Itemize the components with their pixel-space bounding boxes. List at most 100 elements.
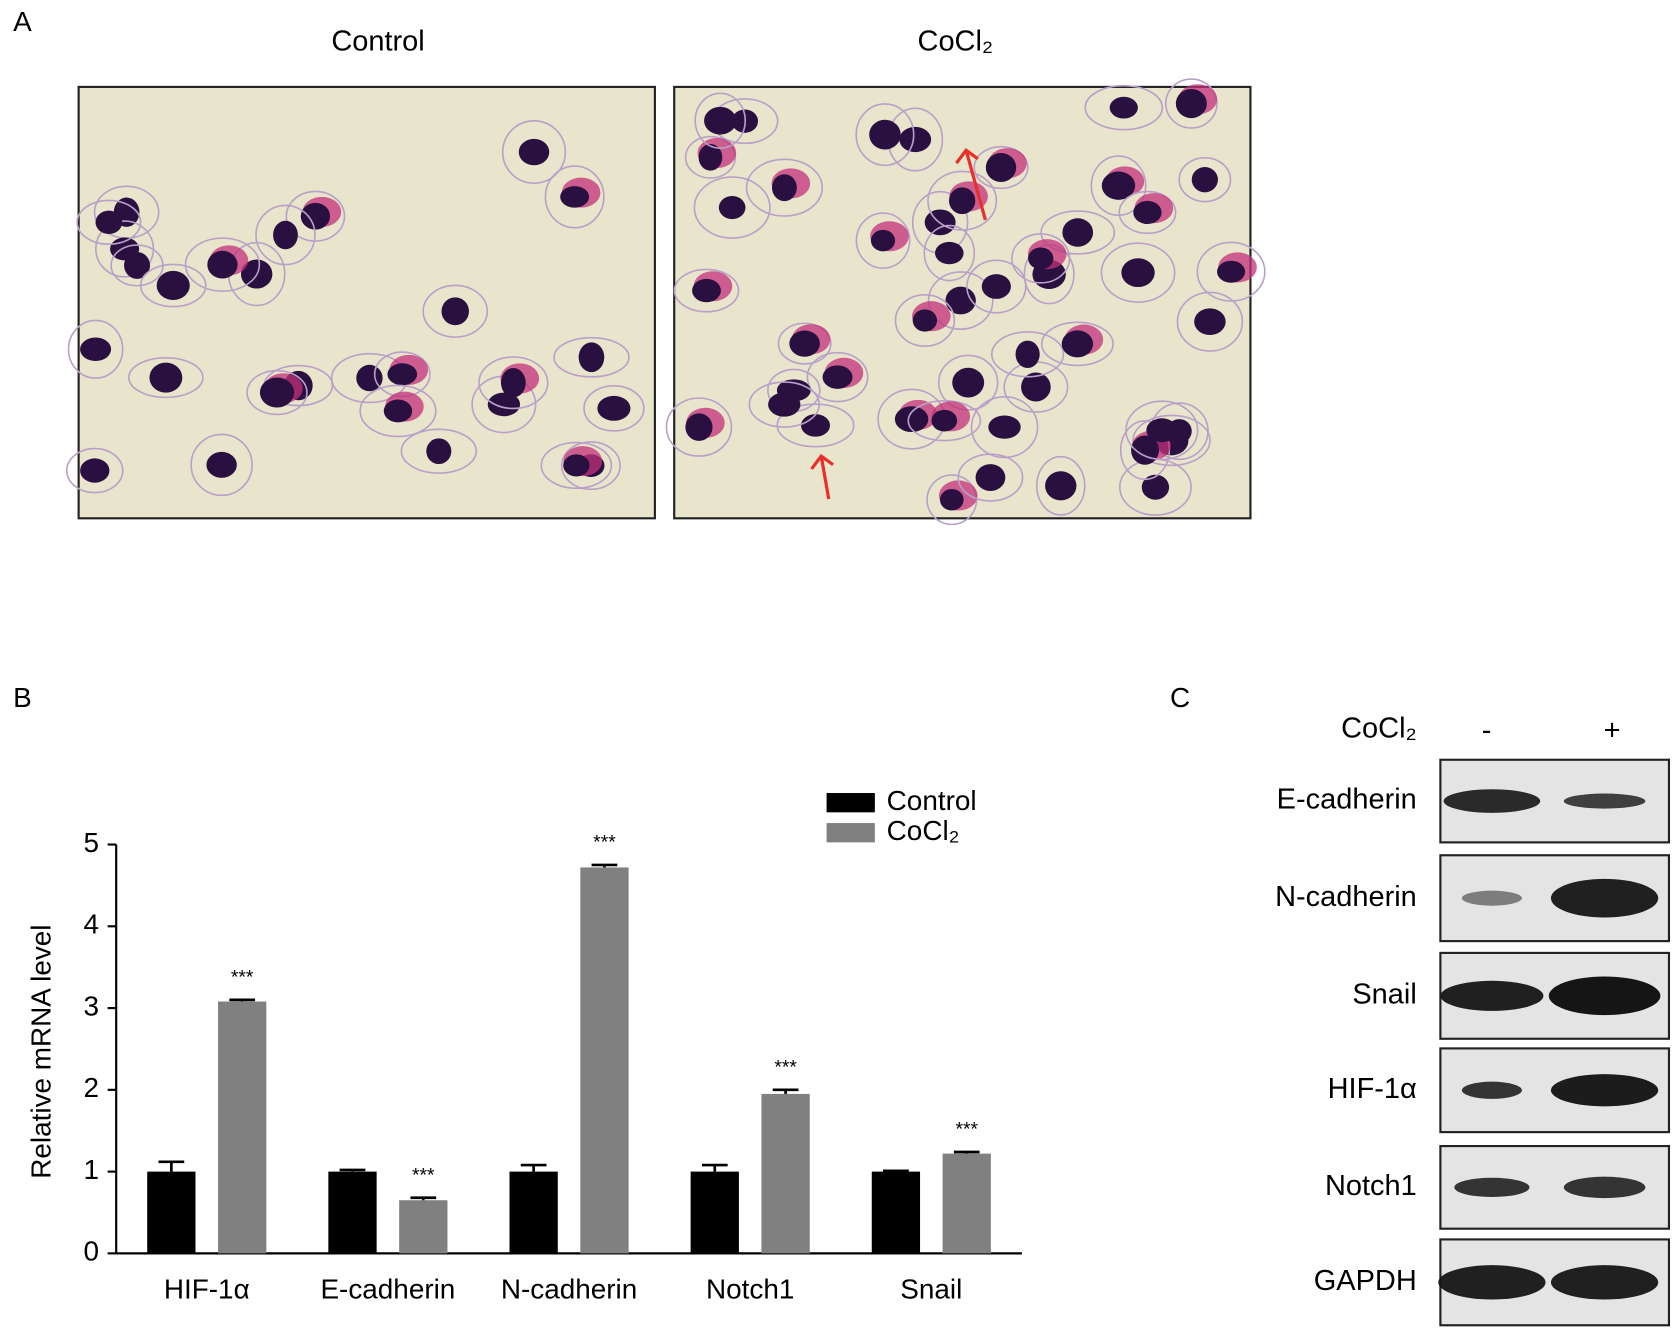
nucleus [387, 363, 418, 386]
cell-body [190, 433, 253, 497]
cell-body [970, 396, 1039, 459]
nucleus [124, 251, 151, 279]
bar [218, 1001, 267, 1254]
nucleus [771, 174, 797, 202]
y-tick-label: 5 [84, 827, 100, 858]
nucleus [487, 392, 521, 417]
nucleus [259, 377, 295, 408]
nucleus [518, 138, 550, 166]
nucleus [426, 438, 452, 465]
y-tick-label: 0 [84, 1236, 100, 1267]
blot-band [1461, 1081, 1522, 1099]
nucleus [800, 414, 831, 437]
arrow-head [955, 147, 979, 165]
nucleus [149, 362, 183, 393]
y-axis-label: Relative mRNA level [26, 925, 57, 1179]
western-blot: E-cadherin N-cadherin Snail HIF-1α Notch1 GAP… [1275, 758, 1671, 1327]
nucleus [822, 365, 853, 389]
significance: *** [593, 833, 616, 854]
nucleus [1175, 88, 1207, 119]
nucleus [95, 210, 123, 235]
blot-band [1443, 789, 1541, 813]
cell-body [1178, 156, 1232, 203]
nucleus [975, 464, 1006, 492]
nucleus [597, 395, 631, 421]
error-bar [158, 1160, 185, 1172]
protein-label: GAPDH [1314, 1265, 1417, 1297]
protein-label: N-cadherin [1275, 881, 1417, 913]
cell-body [745, 158, 824, 217]
cell-body [422, 284, 489, 338]
cell-body [478, 356, 549, 410]
cell-body [560, 441, 621, 491]
nucleus [939, 488, 964, 511]
micrographs [66, 78, 1266, 526]
bar-chart: 0 1 2 3 4 5 HIF-1α *** E-cadherin *** N-cadherin **… [84, 785, 1022, 1304]
nucleus [698, 143, 723, 171]
bar [580, 867, 629, 1254]
cell-body [1084, 84, 1164, 131]
significance: *** [955, 1120, 978, 1141]
cell-body [1176, 291, 1244, 352]
blot-band [1440, 980, 1544, 1011]
nucleus [952, 367, 985, 398]
cell-body [583, 385, 645, 432]
cell-body [1040, 210, 1116, 255]
nucleus [1109, 96, 1138, 119]
treatment-label: CoCl₂ [1341, 712, 1417, 744]
y-tick-label: 3 [84, 990, 100, 1021]
cell-body [359, 384, 437, 438]
y-tick-label: 4 [84, 909, 100, 940]
cell-body [748, 381, 821, 428]
nucleus [789, 330, 820, 357]
protein-label: HIF-1α [1328, 1073, 1417, 1105]
x-tick-label: Notch1 [706, 1273, 794, 1304]
cell-body [1090, 155, 1147, 217]
error-bar [701, 1163, 728, 1172]
cell-body [693, 176, 771, 239]
nucleus [1028, 247, 1054, 270]
cell-body [255, 204, 316, 266]
cell-body [923, 224, 976, 282]
cell-body [1132, 414, 1211, 467]
x-tick-label: N-cadherin [501, 1273, 637, 1304]
nucleus [1061, 330, 1094, 358]
cell-body [973, 145, 1029, 190]
nucleus [1131, 435, 1159, 465]
cell-body [855, 103, 915, 167]
x-tick-label: HIF-1α [164, 1273, 250, 1304]
nucleus [685, 413, 713, 441]
cell-body [927, 271, 994, 330]
nucleus [869, 119, 901, 150]
protein-label: Snail [1352, 978, 1416, 1010]
significance: *** [231, 968, 254, 989]
nucleus [981, 274, 1011, 299]
arrow [964, 149, 987, 221]
y-tick-label: 1 [84, 1154, 100, 1185]
cell-body [855, 212, 911, 269]
nucleus [1217, 260, 1246, 283]
bar [761, 1093, 810, 1254]
cell-body [139, 263, 207, 308]
protein-label: E-cadherin [1277, 784, 1417, 816]
cell-body [540, 441, 613, 490]
cell-body [776, 403, 855, 448]
nucleus [948, 187, 976, 215]
cell-body [957, 453, 1024, 502]
micrograph [77, 85, 656, 520]
cell-body [1164, 78, 1218, 129]
cell-body [907, 399, 982, 442]
arrow-head [810, 453, 834, 470]
bar [942, 1153, 991, 1254]
nucleus [206, 451, 237, 478]
y-tick-label: 2 [84, 1072, 100, 1103]
bar [147, 1171, 196, 1254]
nucleus [931, 409, 958, 432]
nucleus [1021, 372, 1051, 402]
cell-body [673, 268, 740, 313]
nucleus [300, 202, 331, 230]
legend-swatch [826, 823, 875, 843]
blot-band [1454, 1177, 1530, 1198]
nucleus [988, 415, 1021, 439]
